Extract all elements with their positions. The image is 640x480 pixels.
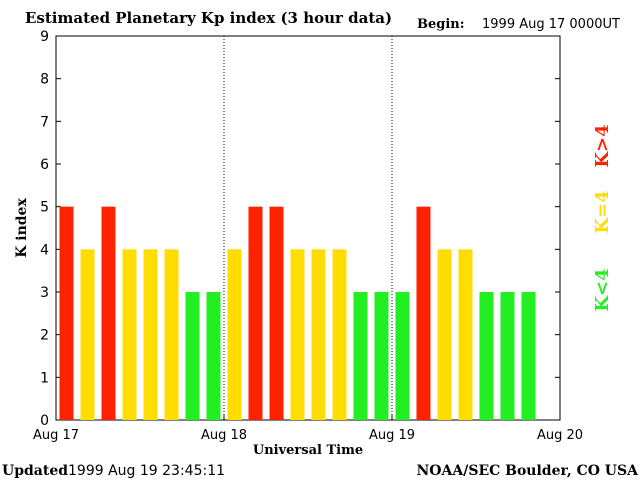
kp-bar [395, 292, 410, 420]
kp-bar [500, 292, 515, 420]
y-tick-label: 4 [40, 242, 49, 258]
x-tick-label: Aug 18 [201, 428, 247, 443]
kp-bar [59, 206, 74, 420]
x-tick-label: Aug 20 [537, 428, 583, 443]
x-tick-label: Aug 19 [369, 428, 415, 443]
begin-value: 1999 Aug 17 0000UT [482, 17, 620, 32]
y-axis-label: K index [14, 198, 30, 258]
legend-item: K<4 [592, 268, 613, 311]
kp-bar [248, 206, 263, 420]
kp-bar [185, 292, 200, 420]
y-tick-label: 9 [40, 29, 49, 45]
kp-bar [437, 249, 452, 420]
kp-bar [374, 292, 389, 420]
legend-item: K>4 [592, 124, 613, 167]
y-tick-label: 0 [40, 413, 49, 429]
kp-bar [332, 249, 347, 420]
x-tick-label: Aug 17 [33, 428, 79, 443]
kp-bar [311, 249, 326, 420]
kp-bar [290, 249, 305, 420]
y-tick-label: 5 [40, 200, 49, 216]
kp-bar [101, 206, 116, 420]
kp-bar [353, 292, 368, 420]
kp-bar [206, 292, 221, 420]
y-tick-label: 8 [40, 72, 49, 88]
kp-bar [521, 292, 536, 420]
updated-label: Updated [2, 463, 68, 479]
kp-bar [416, 206, 431, 420]
x-axis-ticks: Aug 17 Aug 18 Aug 19 Aug 20 [33, 415, 583, 443]
day-dividers [223, 36, 393, 420]
y-tick-label: 2 [40, 328, 49, 344]
kp-bar [227, 249, 242, 420]
plot-border [55, 35, 561, 421]
kp-bar [164, 249, 179, 420]
y-tick-label: 1 [40, 370, 49, 386]
x-axis-label: Universal Time [253, 443, 363, 458]
chart-title: Estimated Planetary Kp index (3 hour dat… [25, 9, 392, 27]
updated-value: 1999 Aug 19 23:45:11 [68, 463, 225, 479]
footer-source: NOAA/SEC Boulder, CO USA [417, 463, 640, 479]
y-tick-label: 7 [40, 114, 49, 130]
kp-bar [143, 249, 158, 420]
begin-label: Begin: [417, 17, 465, 32]
y-tick-label: 3 [40, 285, 49, 301]
legend: K<4 K=4 K>4 [592, 124, 613, 311]
kp-bar [80, 249, 95, 420]
legend-item: K=4 [592, 190, 613, 233]
kp-bar [479, 292, 494, 420]
kp-bar [122, 249, 137, 420]
y-tick-label: 6 [40, 157, 49, 173]
y-axis-ticks: 0 1 2 3 4 5 6 7 8 9 [40, 29, 560, 429]
plot-area [55, 35, 561, 421]
bars-group [59, 206, 536, 420]
kp-bar [269, 206, 284, 420]
kp-bar [458, 249, 473, 420]
